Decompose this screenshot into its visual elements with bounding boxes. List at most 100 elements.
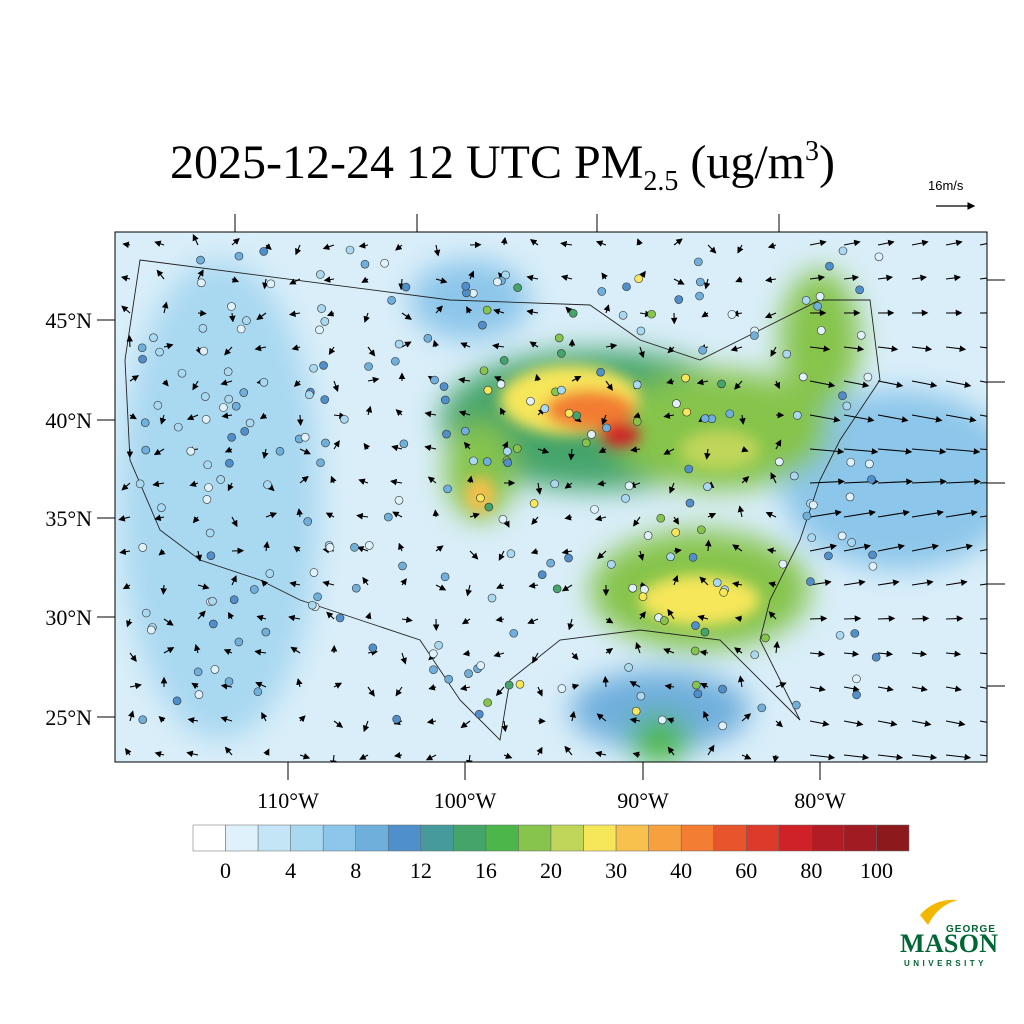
monitor-site [692,680,701,690]
wind-arrow [877,478,913,485]
wind-arrow [163,342,174,350]
wind-arrow [503,752,513,759]
title-superscript: 3 [805,136,819,167]
wind-arrow [122,241,131,249]
monitor-site [618,310,628,320]
wind-arrow [843,650,860,658]
wind-arrow [945,543,973,552]
monitor-site [596,367,605,377]
map [115,232,987,762]
colorbar: 0 4 8 12 16 20 30 40 60 80 100 [192,824,910,883]
monitor-site [540,404,550,413]
monitor-site [757,703,767,713]
monitor-site [717,379,726,389]
graticule-labels: 45°N 40°N 35°N 30°N 25°N 110°W 100°W 90°W 80°W [45,308,846,813]
wind-arrow [768,611,777,620]
wind-arrow [293,546,301,553]
wind-arrow [704,448,711,460]
wind-arrow [536,746,543,756]
monitor-site [842,401,852,411]
monitor-site [852,690,861,700]
colorbar-label: 30 [605,858,627,883]
monitor-site [483,698,492,707]
wind-arrow [877,239,895,247]
monitor-site [564,408,574,418]
wind-arrow [400,578,407,586]
monitor-site [835,630,845,640]
monitor-site [750,331,759,340]
wind-arrow [296,678,303,688]
monitor-site [391,356,400,366]
wind-arrow [700,683,709,689]
monitor-site [253,687,263,697]
wind-arrow [603,304,610,314]
logo-bottom: UNIVERSITY [904,959,987,968]
wind-arrow [843,414,875,423]
monitor-site [515,680,525,689]
monitor-site [487,593,497,603]
monitor-site [636,326,646,336]
wind-arrow [979,482,987,484]
wind-arrow [945,753,972,761]
wind-arrow [632,751,641,758]
monitor-site [469,456,478,466]
monitor-site [845,492,855,502]
wind-arrow [809,753,836,761]
wind-arrow [945,345,967,352]
wind-arrow [911,650,928,658]
wind-arrow [945,579,968,586]
monitor-site [801,296,811,305]
wind-arrow [326,611,335,620]
wind-arrow [571,376,582,383]
monitor-site [157,503,166,512]
monitor-site [203,460,213,470]
colorbar-box [322,824,356,852]
wind-arrow [602,675,609,688]
monitor-site [208,596,217,606]
wind-arrow [667,346,675,354]
wind-arrow [427,476,437,484]
wind-arrow [192,516,200,524]
wind-arrow [333,720,344,728]
monitor-site [315,325,324,335]
wind-arrow [877,753,904,761]
wind-arrow [633,412,641,419]
monitor-site [526,396,535,406]
wind-arrow [390,478,403,486]
title-subscript: 2.5 [643,166,678,197]
monitor-site [807,533,816,542]
monitor-site [550,479,559,489]
monitor-site [321,438,330,448]
wind-arrow [424,444,437,452]
wind-arrow [469,550,479,560]
wind-arrow [231,516,238,528]
wind-arrow [432,339,439,348]
colorbar-box [778,824,812,852]
monitor-site [313,592,322,602]
wind-arrow [595,240,607,247]
wind-arrow [194,644,201,654]
wind-arrow [363,312,370,323]
lon-label: 110°W [257,788,319,813]
monitor-site [867,475,876,484]
monitor-site [307,600,317,610]
lon-label: 80°W [794,788,846,813]
colorbar-label: 8 [350,858,361,883]
wind-arrow [911,239,929,247]
wind-arrow [263,748,270,756]
wind-arrow [663,412,675,419]
monitor-site [512,444,522,453]
wind-arrow [288,614,301,622]
lat-label: 35°N [45,506,92,531]
colorbar-label: 0 [220,858,231,883]
wind-reference-label: 16m/s [928,178,964,193]
wind-arrow [560,274,573,281]
colorbar-box [648,824,682,852]
wind-arrow [765,276,777,283]
monitor-site [177,368,187,378]
wind-arrow [843,509,876,518]
monitor-site [793,411,802,420]
monitor-site [305,390,314,400]
monitor-site [838,246,848,256]
wind-arrow [945,720,966,727]
